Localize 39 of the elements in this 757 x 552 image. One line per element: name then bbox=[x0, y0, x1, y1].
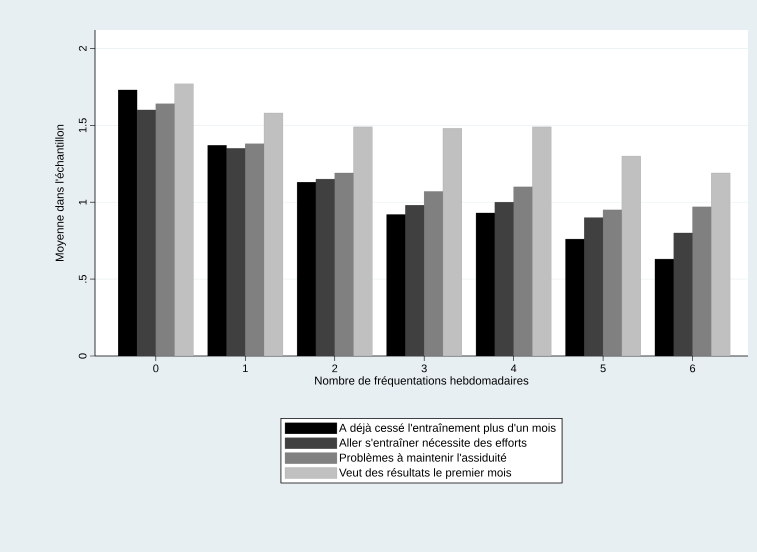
bar bbox=[513, 186, 533, 356]
bar bbox=[136, 110, 156, 356]
bar bbox=[353, 126, 372, 356]
bar bbox=[442, 128, 462, 356]
bar bbox=[226, 148, 246, 356]
x-tick-label: 1 bbox=[243, 364, 248, 372]
y-tick-label: 1 bbox=[78, 200, 86, 204]
bar bbox=[245, 144, 264, 356]
y-axis-title: Moyenne dans l'échantillon bbox=[55, 124, 66, 261]
bar bbox=[316, 179, 335, 356]
y-tick-label: .5 bbox=[78, 275, 86, 283]
bar bbox=[584, 217, 604, 356]
y-tick-label: 0 bbox=[78, 353, 86, 359]
legend-label: Aller s'entraîner nécessite des efforts bbox=[339, 438, 527, 447]
y-tick-label: 1.5 bbox=[78, 118, 86, 132]
bar bbox=[334, 172, 354, 356]
x-tick-label: 6 bbox=[690, 364, 696, 372]
legend-label: A déjà cessé l'entraînement plus d'un mois bbox=[339, 423, 556, 434]
x-tick-label: 0 bbox=[153, 364, 158, 372]
x-tick-label: 2 bbox=[332, 364, 338, 372]
x-tick-label: 4 bbox=[510, 364, 516, 372]
bar bbox=[674, 232, 693, 356]
x-axis-title: Nombre de fréquentations hebdomadaires bbox=[315, 376, 528, 387]
bar bbox=[264, 112, 283, 356]
bar bbox=[424, 191, 444, 356]
legend-label: Veut des résultats le premier mois bbox=[339, 468, 512, 479]
bar bbox=[711, 172, 730, 356]
bar bbox=[692, 206, 712, 356]
bar bbox=[622, 156, 641, 356]
bar bbox=[532, 126, 552, 356]
y-tick-label: 2 bbox=[78, 46, 86, 51]
bar bbox=[405, 205, 424, 356]
bar bbox=[174, 84, 194, 356]
x-tick-label: 5 bbox=[600, 364, 606, 372]
bar bbox=[156, 104, 175, 356]
bar bbox=[602, 210, 622, 356]
bar bbox=[494, 202, 514, 356]
x-tick-label: 3 bbox=[422, 364, 427, 372]
legend-label: Problèmes à maintenir l'assiduité bbox=[340, 453, 506, 462]
